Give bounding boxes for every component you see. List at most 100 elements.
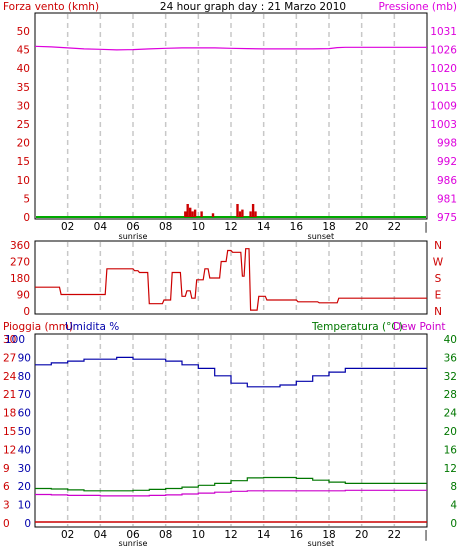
rain-axis-tick: 0: [3, 518, 10, 530]
hour-tick-label: 06: [126, 529, 140, 541]
wind-speed-bar: [189, 207, 192, 217]
pressure-axis-tick: 992: [437, 156, 457, 168]
header-right-label: Pressione (mb): [378, 1, 457, 13]
pressure-axis-tick: 1003: [430, 119, 457, 131]
wind-speed-bar: [200, 211, 203, 217]
temperature-axis-tick: 0: [450, 518, 457, 530]
hour-tick-label: 04: [94, 221, 108, 233]
hour-tick-label: 16: [290, 221, 304, 233]
dew-point-line: [35, 489, 427, 497]
humidity-axis-tick: 10: [18, 500, 31, 512]
pressure-axis-tick: 1009: [430, 100, 457, 112]
wind-axis-tick: 15: [17, 156, 30, 168]
sunset-label: sunset: [308, 539, 335, 548]
sunrise-label: sunrise: [119, 232, 148, 241]
sunset-label: sunset: [308, 232, 335, 241]
pressure-axis-tick: 981: [437, 193, 457, 205]
rain-axis-tick: 18: [3, 408, 16, 420]
compass-axis-tick: N: [434, 240, 442, 252]
humidity-axis-tick: 100: [5, 334, 25, 346]
direction-axis-tick: 90: [17, 290, 30, 302]
wind-speed-bar: [193, 209, 197, 217]
pressure-axis-tick: 1015: [430, 82, 457, 94]
wind-speed-bar: [249, 211, 252, 217]
hour-tick-label: 18: [322, 529, 335, 541]
hour-tick-label: 14: [257, 221, 271, 233]
compass-axis-tick: W: [433, 257, 444, 269]
direction-axis-tick: 360: [10, 240, 30, 252]
humidity-axis-tick: 0: [24, 518, 31, 530]
humidity-axis-tick: 90: [18, 352, 31, 364]
wind-axis-tick: 25: [17, 119, 30, 131]
temperature-axis-tick: 32: [444, 371, 457, 383]
hour-tick-label: 18: [322, 221, 335, 233]
temperature-axis-tick: 16: [444, 444, 458, 456]
middle-panel-frame: [34, 240, 428, 315]
temperature-axis-tick: 36: [444, 352, 458, 364]
wind-speed-bar: [191, 211, 194, 217]
sunrise-label: sunrise: [119, 539, 148, 548]
top-panel-frame: [34, 12, 428, 220]
wind-speed-bar: [236, 204, 239, 217]
hour-tick-label: 10: [192, 221, 205, 233]
hour-tick-label: 08: [159, 221, 172, 233]
wind-speed-bar: [186, 204, 189, 217]
rain-axis-tick: 24: [3, 371, 17, 383]
compass-axis-tick: S: [435, 273, 442, 285]
compass-axis-tick: N: [434, 306, 442, 318]
rain-axis-tick: 9: [3, 463, 10, 475]
wind-axis-tick: 5: [23, 193, 30, 205]
temperature-axis-tick: 24: [444, 408, 458, 420]
pressure-series-line: [34, 45, 427, 51]
rain-axis-tick: 15: [3, 426, 16, 438]
humidity-axis-tick: 70: [18, 389, 31, 401]
temperature-axis-tick: 20: [444, 426, 457, 438]
hour-tick-label: 02: [61, 529, 74, 541]
hour-tick-label: 20: [355, 529, 368, 541]
hour-tick-label: 08: [159, 529, 172, 541]
wind-axis-tick: 0: [23, 212, 30, 224]
wind-direction-line: [35, 248, 427, 311]
direction-axis-tick: 0: [23, 306, 30, 318]
temperature-axis-tick: 40: [444, 334, 457, 346]
hour-tick-label: 20: [355, 221, 368, 233]
bottom-panel-frame: [34, 333, 428, 528]
wind-speed-bar: [241, 209, 244, 217]
end-tick-mark: |: [424, 221, 428, 233]
temperature-axis-tick: 8: [450, 481, 457, 493]
pressure-axis-tick: 1020: [430, 63, 457, 75]
rain-axis-label: Pioggia (mm): [3, 321, 73, 333]
humidity-axis-tick: 60: [18, 408, 31, 420]
temperature-axis-tick: 4: [450, 500, 457, 512]
wind-speed-bar: [254, 211, 257, 217]
humidity-axis-tick: 20: [18, 481, 31, 493]
header-left-label: Forza vento (kmh): [3, 1, 99, 13]
wind-axis-tick: 40: [17, 63, 30, 75]
humidity-axis-label: Umidita %: [65, 321, 119, 333]
header-title: 24 hour graph day : 21 Marzo 2010: [160, 1, 346, 13]
hour-tick-label: 04: [94, 529, 108, 541]
pressure-axis-tick: 1026: [430, 45, 457, 57]
wind-speed-bar: [251, 204, 255, 217]
wind-axis-tick: 20: [17, 138, 30, 150]
rain-axis-tick: 3: [3, 500, 10, 512]
hour-tick-label: 12: [224, 221, 237, 233]
hour-tick-label: 06: [126, 221, 140, 233]
hour-tick-label: 10: [192, 529, 205, 541]
pressure-axis-tick: 998: [437, 138, 457, 150]
humidity-axis-tick: 50: [18, 426, 31, 438]
direction-axis-tick: 270: [10, 257, 30, 269]
pressure-axis-tick: 975: [437, 212, 457, 224]
rain-axis-tick: 30: [3, 334, 16, 346]
temperature-axis-label: Temperatura (°C): [311, 321, 403, 333]
wind-speed-bar: [184, 211, 187, 217]
humidity-axis-tick: 30: [18, 463, 31, 475]
wind-axis-tick: 50: [17, 26, 30, 38]
hour-tick-label: 22: [388, 529, 401, 541]
humidity-line: [35, 356, 427, 388]
hour-tick-label: 12: [224, 529, 237, 541]
dew-point-axis-label: Dew Point: [393, 321, 446, 333]
temperature-axis-tick: 12: [444, 463, 457, 475]
direction-axis-tick: 180: [10, 273, 30, 285]
